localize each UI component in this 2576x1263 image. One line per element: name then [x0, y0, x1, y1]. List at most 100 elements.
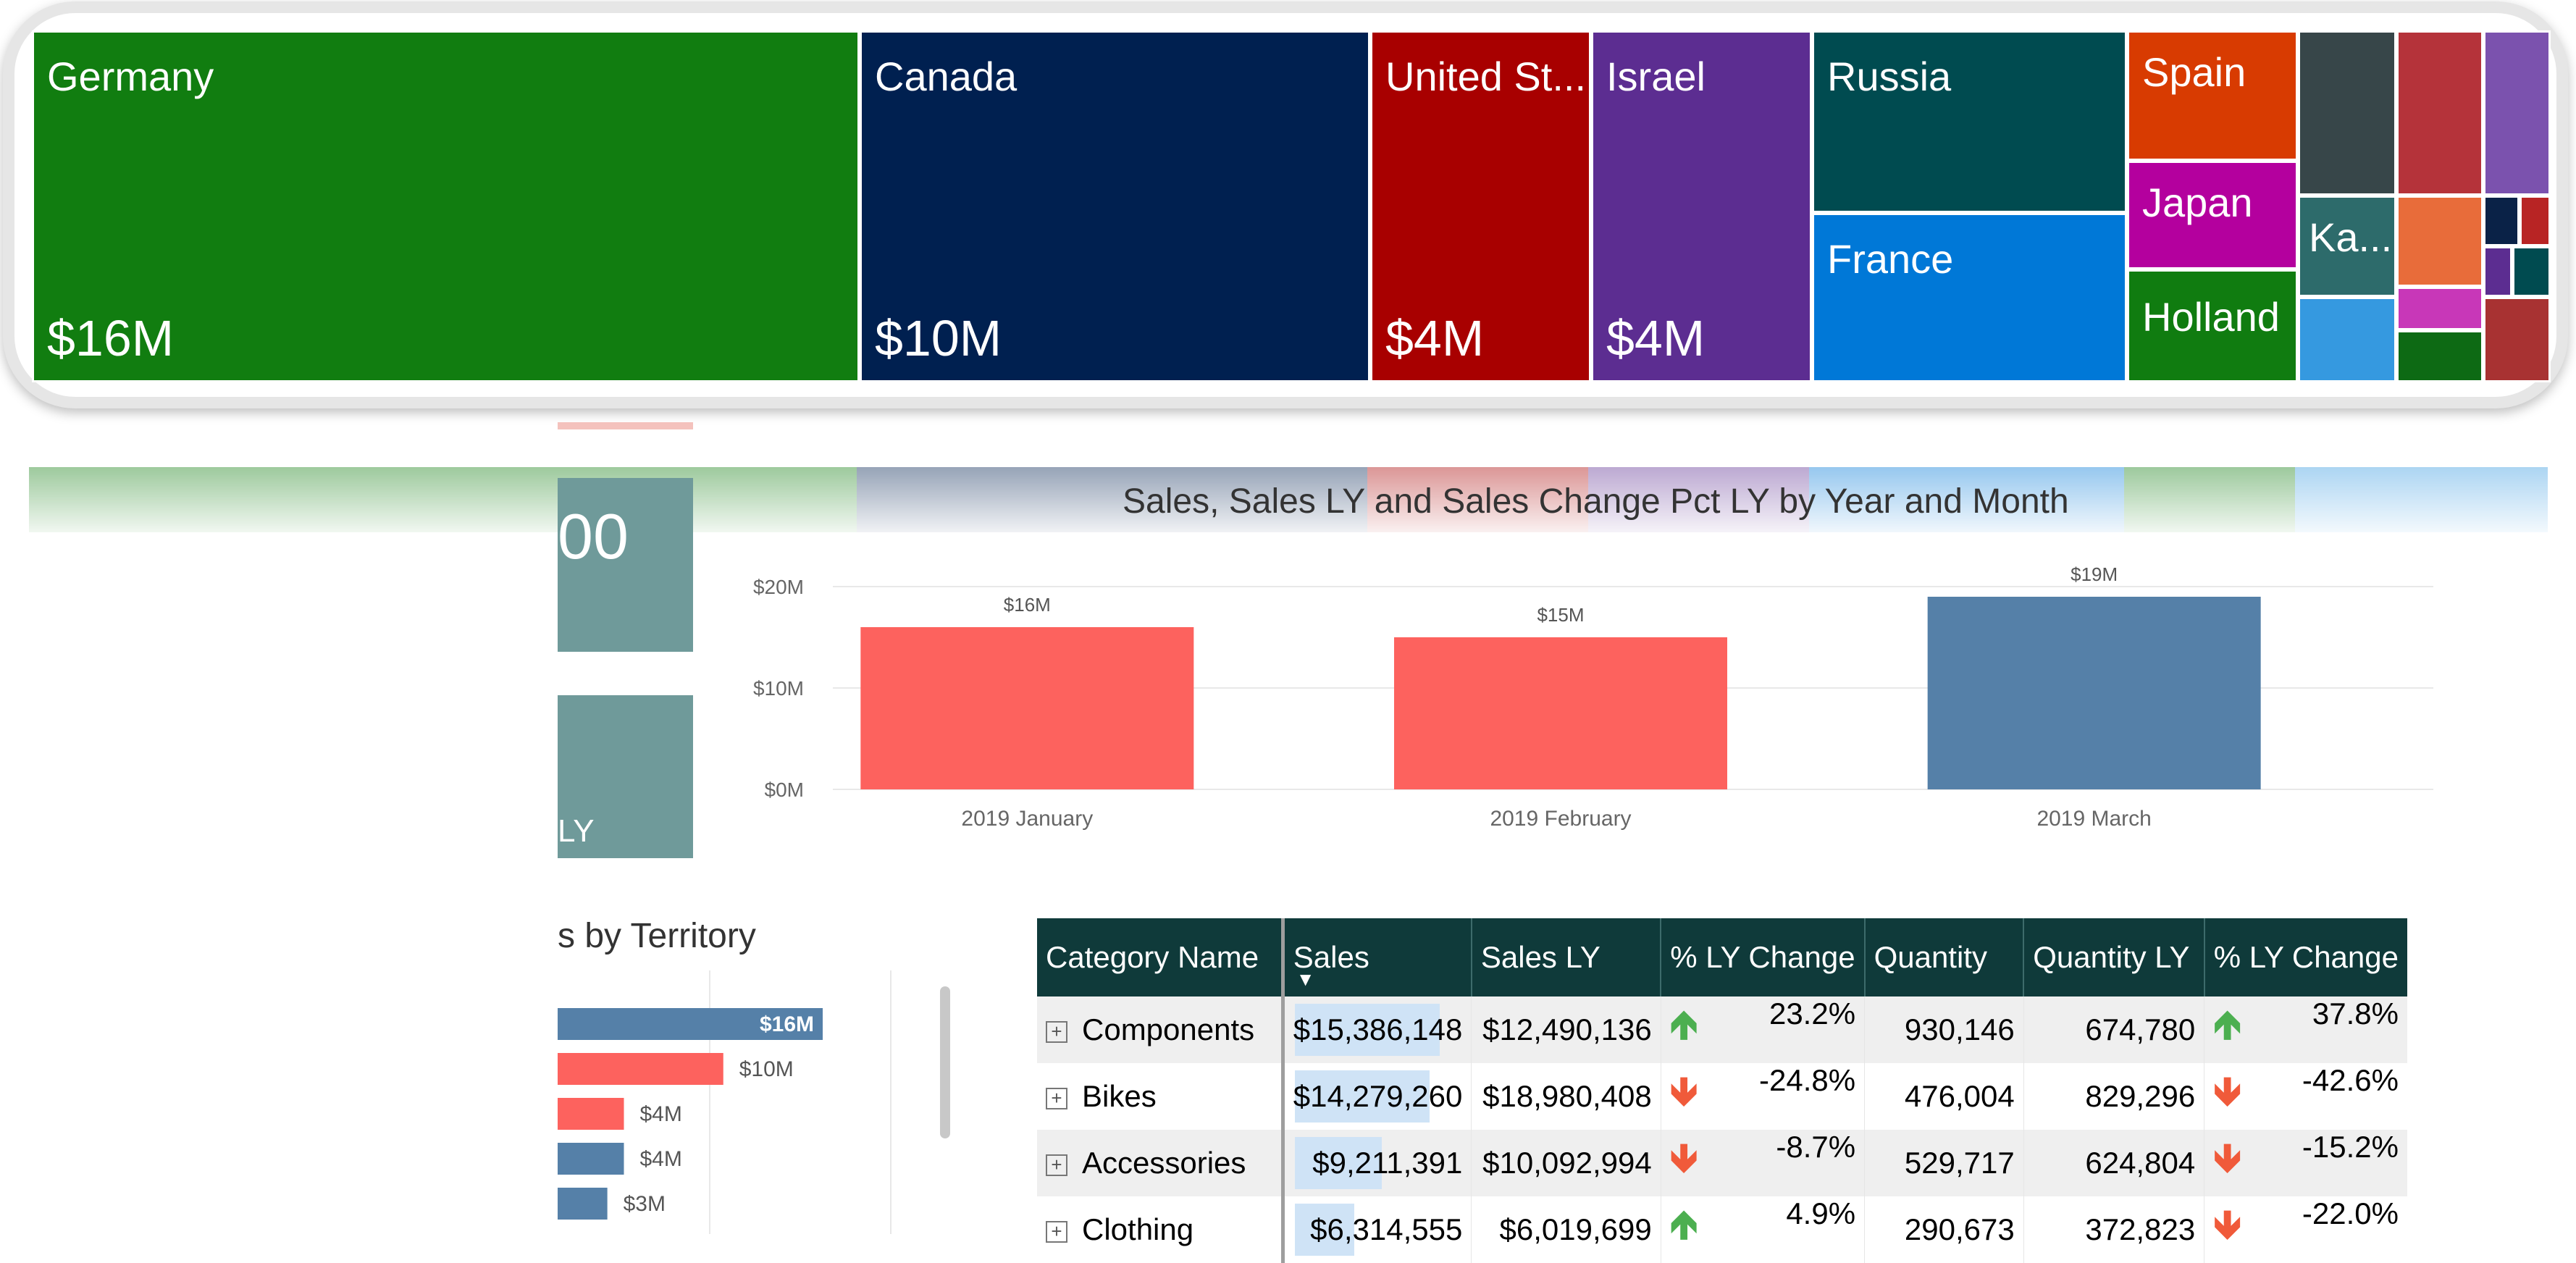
territory-sales-chart[interactable]: $16M $10M $4M $4M $3M	[558, 970, 963, 1234]
treemap-tile-united-states[interactable]: United St... $4M	[1370, 30, 1591, 382]
territory-bar[interactable]	[558, 1098, 624, 1130]
treemap-tile-small-12[interactable]	[2483, 297, 2551, 382]
treemap-tile-small-4[interactable]	[2483, 30, 2551, 196]
cell-category[interactable]: + Components	[1037, 996, 1285, 1063]
territory-bar[interactable]	[558, 1143, 624, 1175]
arrow-up-icon: 🡹	[1669, 1203, 1698, 1246]
territory-bar[interactable]	[558, 1053, 723, 1085]
category-label: Clothing	[1082, 1212, 1194, 1246]
cell-pct-quantity: 🡻 -15.2%	[2204, 1130, 2407, 1196]
cell-sales-ly: $12,490,136	[1471, 996, 1661, 1063]
pct-value: -15.2%	[2302, 1130, 2399, 1164]
treemap-tile-kazakhstan[interactable]: Ka...	[2298, 196, 2396, 297]
col-header-pct-quantity[interactable]: % LY Change	[2204, 918, 2407, 996]
kpi-card-label: LY	[558, 813, 595, 849]
treemap-tile-small-8[interactable]	[2483, 246, 2512, 297]
cell-quantity-ly: 829,296	[2023, 1063, 2205, 1130]
arrow-down-icon: 🡻	[1669, 1136, 1698, 1180]
kpi-card-sales-ly[interactable]: LY	[558, 695, 693, 858]
y-tick-label: $0M	[765, 779, 804, 801]
expand-icon[interactable]: +	[1046, 1087, 1067, 1109]
cell-category[interactable]: + Accessories	[1037, 1130, 1285, 1196]
treemap-tile-small-5[interactable]	[2396, 196, 2483, 287]
sales-value: $15,386,148	[1293, 1012, 1463, 1046]
arrow-up-icon: 🡹	[2213, 1003, 2241, 1046]
pct-value: 37.8%	[2312, 996, 2399, 1031]
cell-pct-sales: 🡹 23.2%	[1661, 996, 1866, 1063]
data-bar	[1294, 1137, 1382, 1189]
treemap-tile-japan[interactable]: Japan	[2127, 161, 2298, 269]
pct-value: -8.7%	[1776, 1130, 1856, 1164]
treemap-tile-russia[interactable]: Russia	[1812, 30, 2127, 213]
cell-quantity-ly: 372,823	[2023, 1196, 2205, 1263]
reflection-bar	[2124, 467, 2295, 532]
col-header-sales-label: Sales	[1293, 940, 1369, 974]
treemap-tile-france[interactable]: France	[1812, 213, 2127, 382]
treemap-tile-small-11[interactable]	[2396, 330, 2483, 382]
table-row[interactable]: + Bikes $14,279,260 $18,980,408 🡻 -24.8% 476,0…	[1037, 1063, 2407, 1130]
treemap-tile-small-1[interactable]	[2298, 30, 2396, 196]
treemap-reflection	[29, 406, 2556, 543]
table-row[interactable]: + Components $15,386,148 $12,490,136 🡹 23.2% 9…	[1037, 996, 2407, 1063]
treemap-tile-small-7[interactable]	[2520, 196, 2551, 246]
treemap-tile-small-9[interactable]	[2512, 246, 2551, 297]
col-header-pct-sales[interactable]: % LY Change	[1661, 918, 1866, 996]
bar-2019-february[interactable]	[1394, 637, 1727, 789]
country-treemap[interactable]: Germany $16M Canada $10M United St... $4…	[32, 30, 2551, 382]
cell-quantity-ly: 674,780	[2023, 996, 2205, 1063]
table-row[interactable]: + Accessories $9,211,391 $10,092,994 🡻 -8.7% 5…	[1037, 1130, 2407, 1196]
cell-pct-sales: 🡻 -8.7%	[1661, 1130, 1866, 1196]
col-header-sales-ly[interactable]: Sales LY	[1471, 918, 1662, 996]
expand-icon[interactable]: +	[1046, 1220, 1067, 1243]
sales-value: $6,314,555	[1310, 1212, 1463, 1246]
tile-value: $4M	[1606, 310, 1706, 366]
col-header-quantity[interactable]: Quantity	[1864, 918, 2025, 996]
treemap-tile-spain[interactable]: Spain	[2127, 30, 2298, 161]
tile-label: Ka...	[2309, 214, 2393, 260]
reflection-bar	[1809, 467, 2124, 532]
x-tick-label: 2019 March	[2036, 807, 2151, 831]
kpi-card-sales[interactable]: 00	[558, 478, 693, 652]
reflection-bar	[857, 467, 1367, 532]
treemap-tile-small-6[interactable]	[2483, 196, 2520, 246]
cell-category[interactable]: + Clothing	[1037, 1196, 1285, 1263]
treemap-tile-small-10[interactable]	[2396, 287, 2483, 330]
tile-label: United St...	[1385, 54, 1587, 99]
bar-2019-january[interactable]	[860, 627, 1194, 789]
reflection-bar	[29, 467, 857, 532]
territory-bar[interactable]	[558, 1008, 823, 1040]
reflection-bar	[2295, 467, 2548, 532]
treemap-tile-canada[interactable]: Canada $10M	[860, 30, 1370, 382]
cell-quantity: 476,004	[1864, 1063, 2024, 1130]
cell-sales-ly: $6,019,699	[1471, 1196, 1661, 1263]
col-header-quantity-ly[interactable]: Quantity LY	[2023, 918, 2205, 996]
territory-bar[interactable]	[558, 1188, 608, 1220]
cell-category[interactable]: + Bikes	[1037, 1063, 1285, 1130]
tile-value: $4M	[1385, 310, 1485, 366]
table-row[interactable]: + Clothing $6,314,555 $6,019,699 🡹 4.9% 290,67…	[1037, 1196, 2407, 1263]
pct-value: -42.6%	[2302, 1063, 2399, 1097]
col-header-sales[interactable]: Sales ▼	[1283, 918, 1472, 996]
sales-value: $14,279,260	[1293, 1079, 1463, 1113]
bar-2019-march[interactable]	[1927, 597, 2261, 789]
expand-icon[interactable]: +	[1046, 1154, 1067, 1176]
treemap-tile-germany[interactable]: Germany $16M	[32, 30, 860, 382]
card-strip	[558, 422, 693, 429]
col-header-category[interactable]: Category Name	[1037, 918, 1285, 996]
treemap-tile-israel[interactable]: Israel $4M	[1591, 30, 1812, 382]
tile-label: Canada	[875, 54, 1018, 99]
expand-icon[interactable]: +	[1046, 1020, 1067, 1043]
cell-quantity-ly: 624,804	[2023, 1130, 2205, 1196]
treemap-tile-small-2[interactable]	[2298, 297, 2396, 382]
cell-sales: $6,314,555	[1283, 1196, 1472, 1263]
category-matrix[interactable]: Category Name Sales ▼ Sales LY % LY Chang…	[1037, 918, 2407, 1263]
territory-chart-scrollbar[interactable]	[940, 986, 950, 1138]
monthly-sales-chart[interactable]: $0M $10M $20M $16M 2019 January $15M 2019 Febr…	[717, 550, 2433, 840]
tile-label: Japan	[2142, 180, 2253, 225]
reflection-bar	[1367, 467, 1588, 532]
treemap-tile-small-3[interactable]	[2396, 30, 2483, 196]
data-bar	[1294, 1070, 1430, 1123]
cell-quantity: 930,146	[1864, 996, 2024, 1063]
treemap-tile-holland[interactable]: Holland	[2127, 269, 2298, 382]
category-label: Components	[1082, 1012, 1255, 1046]
